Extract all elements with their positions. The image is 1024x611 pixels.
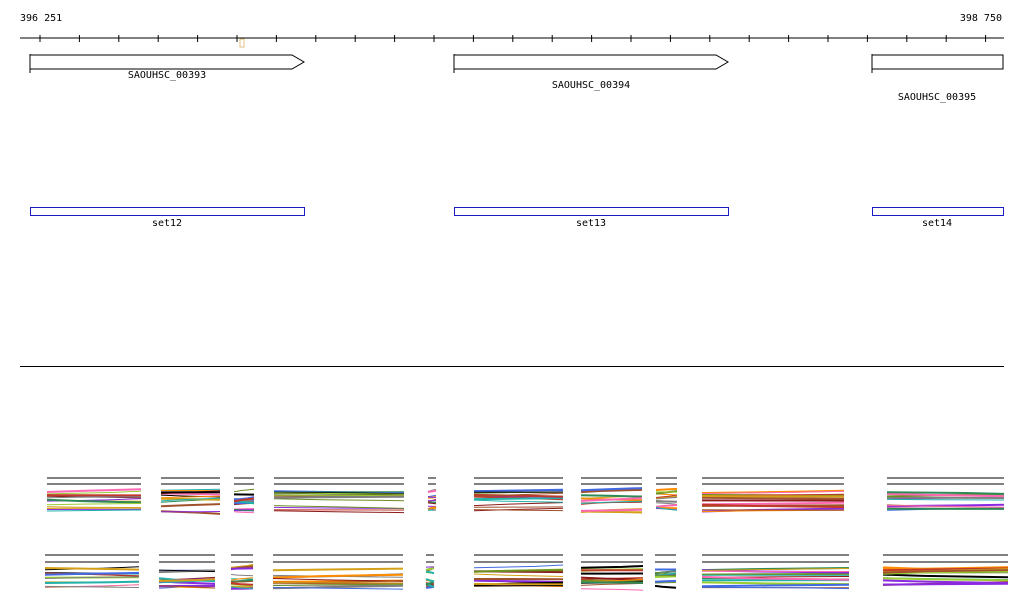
expression-trace xyxy=(656,505,677,507)
expression-trace xyxy=(656,492,677,493)
expression-trace xyxy=(231,568,253,569)
expression-trace xyxy=(274,499,404,501)
expression-trace xyxy=(656,489,677,490)
expression-trace xyxy=(581,589,643,591)
expression-trace xyxy=(274,511,404,513)
expression-trace xyxy=(702,574,849,575)
expression-trace xyxy=(883,575,1008,578)
expression-trace xyxy=(702,582,849,584)
expression-trace xyxy=(883,578,1008,580)
expression-trace xyxy=(581,510,642,511)
expression-trace xyxy=(474,581,563,583)
expression-trace xyxy=(474,565,563,568)
expression-trace xyxy=(655,581,676,582)
expression-trace xyxy=(702,585,849,586)
expression-trace xyxy=(273,569,403,571)
expression-trace xyxy=(883,584,1008,585)
expression-trace xyxy=(426,568,434,570)
expression-trace xyxy=(47,510,141,511)
expression-trace xyxy=(428,491,436,492)
expression-trace xyxy=(234,489,254,492)
expression-trace xyxy=(581,495,642,496)
expression-trace xyxy=(234,512,254,513)
expression-trace xyxy=(702,503,844,505)
expression-trace xyxy=(655,576,676,577)
expression-trace xyxy=(47,504,141,505)
expression-trace xyxy=(702,498,844,499)
expression-trace xyxy=(887,499,1004,500)
expression-trace xyxy=(474,574,563,577)
expression-trace xyxy=(273,583,403,584)
expression-trace xyxy=(231,583,253,585)
expression-trace xyxy=(581,566,643,568)
expression-trace xyxy=(231,575,253,576)
expression-trace xyxy=(656,503,677,505)
expression-trace xyxy=(474,503,563,506)
expression-trace xyxy=(581,582,643,583)
expression-trace xyxy=(702,496,844,497)
expression-trace xyxy=(47,507,141,508)
expression-trace xyxy=(656,501,677,502)
expression-trace xyxy=(474,498,563,499)
expression-trace xyxy=(474,500,563,502)
expression-trace xyxy=(655,586,676,588)
expression-trace xyxy=(474,584,563,585)
expression-trace xyxy=(161,504,220,506)
expression-trace xyxy=(274,497,404,498)
